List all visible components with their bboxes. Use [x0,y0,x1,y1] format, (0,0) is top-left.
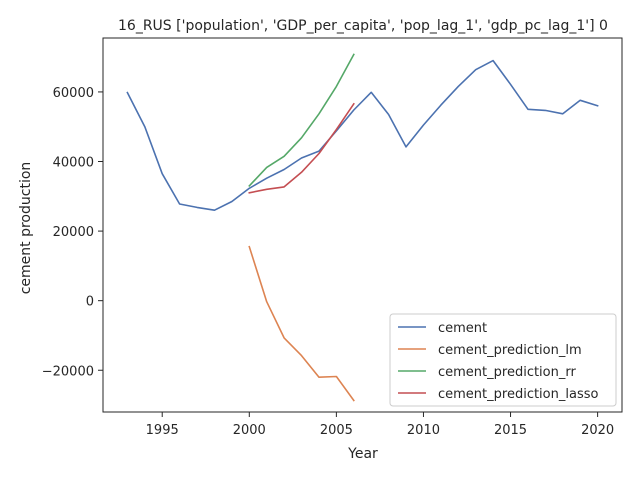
chart-title: 16_RUS ['population', 'GDP_per_capita', … [118,18,608,34]
legend-label: cement [438,321,487,336]
legend-label: cement_prediction_rr [438,365,576,380]
legend: cement cement_prediction_lm cement_predict… [389,313,617,407]
legend-box [389,313,617,407]
x-tick-label: 2020 [581,423,614,438]
x-tick-label: 2015 [494,423,527,438]
y-tick-label: 0 [86,295,94,310]
series-line-cement_prediction_lasso [248,102,355,194]
y-tick-label: 40000 [53,156,94,171]
series-line-cement_prediction_rr [248,53,355,188]
series-line-cement_prediction_lm [248,245,355,402]
y-tick-label: 60000 [53,86,94,101]
x-axis-label: Year [347,446,378,462]
legend-label: cement_prediction_lm [438,343,582,358]
legend-label: cement_prediction_lasso [438,387,598,402]
x-tick-label: 2000 [233,423,266,438]
plot-frame [102,37,623,413]
axes-layer: 1995 2000 2005 2010 2015 2020 −20000 0 20000 4000… [42,37,623,438]
y-axis-label: cement production [18,162,34,295]
x-tick-label: 2010 [407,423,440,438]
x-tick-label: 1995 [146,423,179,438]
series-line-cement [126,59,599,211]
x-tick-label: 2005 [320,423,353,438]
series-layer [126,53,599,402]
y-tick-label: −20000 [42,364,94,379]
y-tick-label: 20000 [53,225,94,240]
